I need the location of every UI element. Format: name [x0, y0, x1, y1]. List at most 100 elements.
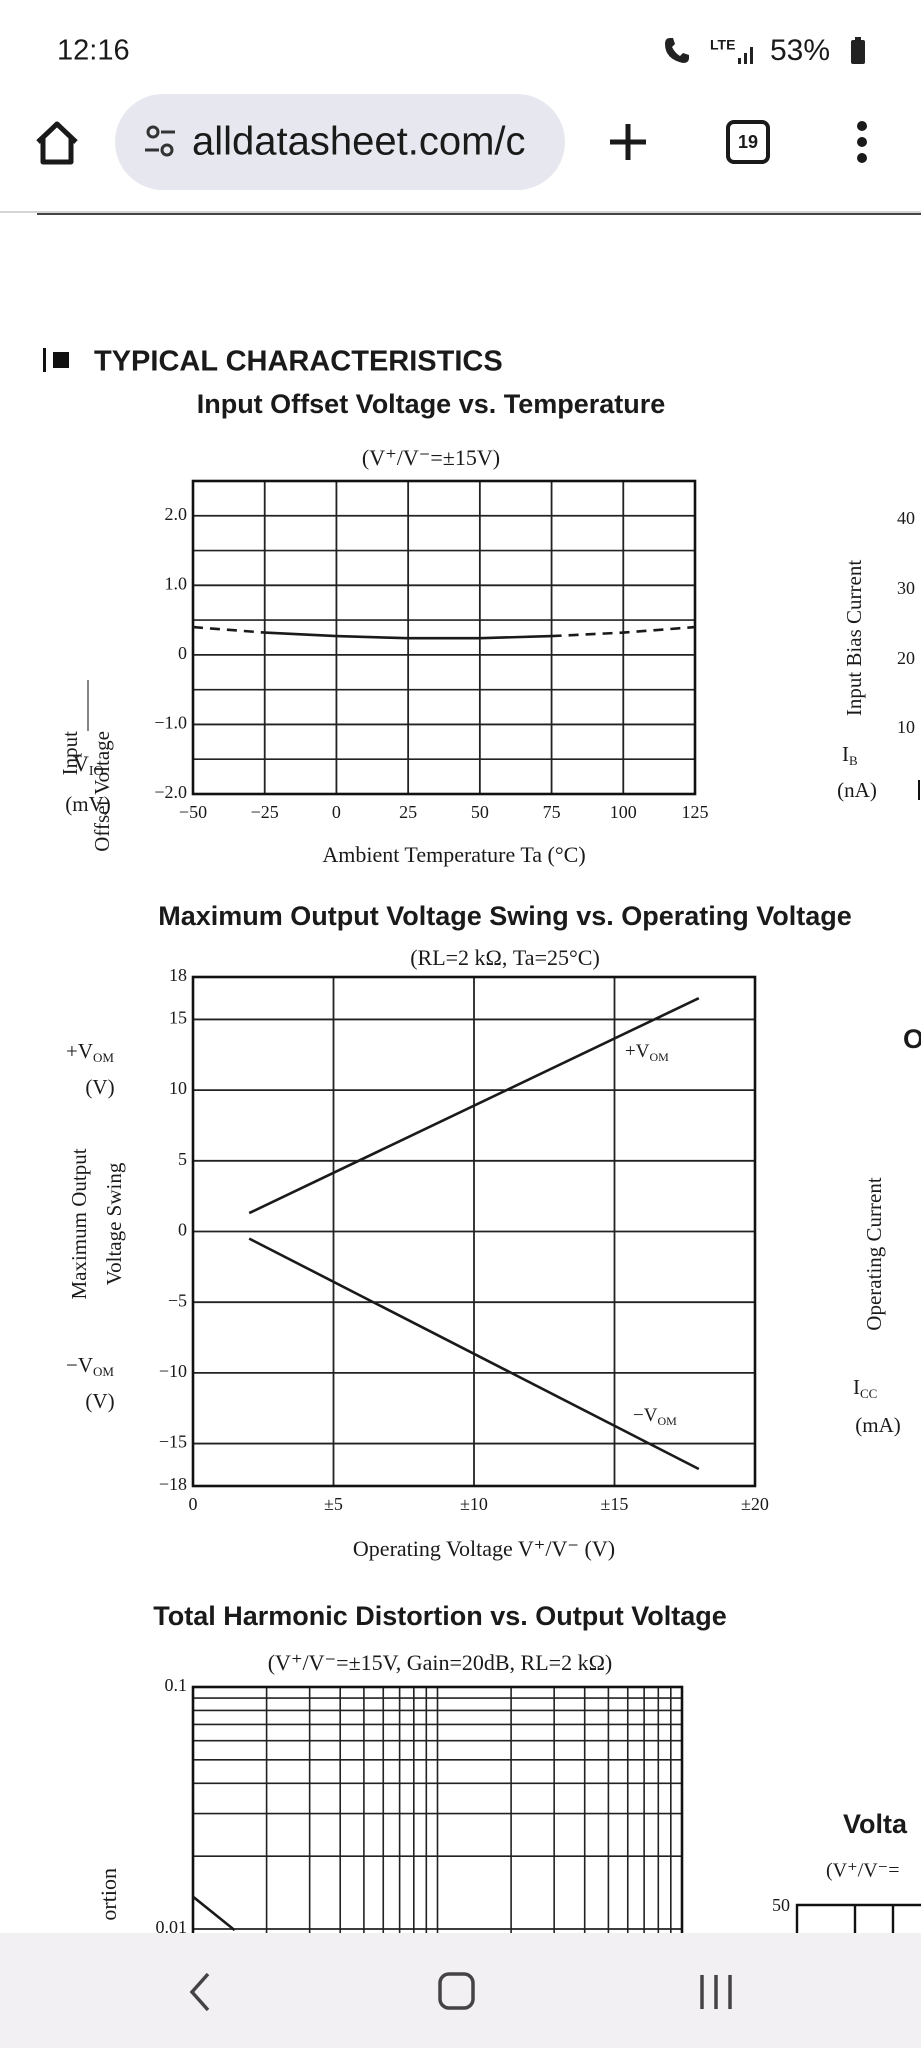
- clipped-content: Input Bias CurrentIB(nA)40302010OOperati…: [772, 508, 921, 1933]
- x-tick-label: ±5: [324, 1494, 343, 1514]
- status-icons: LTE: [665, 37, 865, 64]
- call-icon: [665, 38, 689, 63]
- plot-frame: [191, 479, 697, 796]
- battery-icon: [851, 40, 865, 64]
- y-tick-label: 2.0: [165, 504, 188, 524]
- nav-bar: [0, 1933, 921, 2048]
- clipped-axis-label: Operating Current: [862, 1177, 886, 1331]
- line-label: −VOM: [633, 1405, 677, 1427]
- home-nav-icon: [438, 1972, 475, 2010]
- x-tick-label: 125: [682, 802, 709, 822]
- x-tick-label: 0: [332, 802, 341, 822]
- clipped-axis-label: Input Bias Current: [842, 560, 866, 716]
- tab-switcher[interactable]: 19: [726, 120, 770, 164]
- data-line: [248, 997, 700, 1215]
- y-unit-symbol-sub: OM: [93, 1050, 114, 1065]
- x-tick-label: 75: [543, 802, 561, 822]
- y-tick-label: 0: [178, 1220, 187, 1240]
- address-bar[interactable]: alldatasheet.com/c: [115, 94, 565, 190]
- back-icon: [189, 1972, 210, 2012]
- y-axis-unit: (mV): [65, 792, 111, 816]
- y-axis-symbol-sub: IO: [89, 764, 104, 779]
- line-label-main: −V: [633, 1405, 658, 1426]
- y-tick-label: −10: [159, 1361, 187, 1381]
- section-title: TYPICAL CHARACTERISTICS: [94, 346, 503, 378]
- clipped-tick-label: 20: [897, 648, 915, 668]
- x-tick-label: 100: [610, 802, 637, 822]
- y-axis-label: Input: [58, 731, 82, 775]
- url-text: alldatasheet.com/c: [192, 120, 526, 164]
- clipped-frame: [795, 1903, 921, 1933]
- y-tick-label: −1.0: [154, 713, 187, 733]
- y-unit-symbol: −VOM: [66, 1353, 114, 1379]
- y-axis-label: Voltage Swing: [102, 1162, 126, 1285]
- x-tick-label: −50: [179, 802, 207, 822]
- clipped-tick-label: 40: [897, 508, 915, 528]
- x-axis-label: Operating Voltage V⁺/V⁻ (V): [353, 1536, 615, 1561]
- y-unit-symbol: +VOM: [66, 1039, 114, 1065]
- clipped-tick-label: 50: [772, 1895, 790, 1915]
- data-line: [192, 1895, 236, 1932]
- site-info-icon: [160, 143, 174, 157]
- home-nav-button[interactable]: [438, 1972, 475, 2010]
- menu-dot: [857, 153, 867, 163]
- chart-title: Maximum Output Voltage Swing vs. Operati…: [158, 901, 852, 931]
- clipped-unit: (nA): [837, 778, 877, 802]
- chart: Maximum Output Voltage Swing vs. Operati…: [66, 901, 852, 1561]
- data-line: [264, 631, 552, 640]
- clipped-title: Volta: [843, 1809, 908, 1839]
- clipped-subtitle: (V⁺/V⁻=: [826, 1860, 900, 1882]
- y-tick-label: 5: [178, 1149, 187, 1169]
- chart-subtitle: (V⁺/V⁻=±15V, Gain=20dB, RL=2 kΩ): [268, 1650, 613, 1675]
- y-tick-label: 0.01: [156, 1917, 188, 1937]
- x-tick-label: 50: [471, 802, 489, 822]
- recents-button[interactable]: [700, 1975, 732, 2009]
- clipped-symbol-main: I: [853, 1375, 860, 1399]
- x-axis-label: Ambient Temperature Ta (°C): [322, 842, 585, 867]
- tab-count: 19: [738, 132, 758, 152]
- y-axis-symbol-main: V: [73, 751, 89, 776]
- home-icon: [36, 121, 78, 165]
- chart: Input Offset Voltage vs. Temperature (V⁺/…: [58, 389, 709, 867]
- y-axis-label: ortion: [96, 1868, 121, 1921]
- y-tick-label: −2.0: [154, 782, 187, 802]
- y-tick-label: −15: [159, 1432, 187, 1452]
- line-label-sub: OM: [657, 1414, 677, 1428]
- y-unit-symbol-main: +V: [66, 1039, 93, 1063]
- y-axis-symbol: VIO: [73, 751, 104, 779]
- new-tab-button[interactable]: [610, 124, 646, 160]
- home-button[interactable]: [36, 121, 78, 165]
- x-tick-label: ±10: [460, 1494, 488, 1514]
- clipped-title: O: [903, 1024, 921, 1054]
- signal-bar: [738, 58, 741, 64]
- chart-subtitle: (V⁺/V⁻=±15V): [362, 445, 500, 470]
- y-tick-label: 15: [169, 1008, 187, 1028]
- y-tick-label: 10: [169, 1078, 187, 1098]
- signal-bar: [744, 53, 747, 64]
- y-unit-symbol-main: −V: [66, 1353, 93, 1377]
- url-clip: alldatasheet.com/c: [192, 120, 526, 164]
- data-line: [551, 625, 696, 638]
- url-pill: [115, 94, 565, 190]
- clipped-symbol-sub: CC: [860, 1386, 877, 1401]
- y-tick-label: 18: [169, 965, 187, 985]
- network-type: LTE: [710, 37, 735, 53]
- status-time: 12:16: [57, 35, 130, 67]
- battery-level: 53%: [770, 34, 830, 67]
- line-label-sub: OM: [649, 1050, 669, 1064]
- y-unit: (V): [85, 1075, 114, 1099]
- section-bar: [43, 348, 46, 372]
- back-button[interactable]: [189, 1972, 210, 2012]
- site-info-icon: [146, 125, 160, 139]
- chart-title: Input Offset Voltage vs. Temperature: [197, 389, 666, 419]
- menu-button[interactable]: [857, 121, 867, 163]
- y-tick-label: 1.0: [165, 573, 188, 593]
- y-unit-symbol-sub: OM: [93, 1364, 114, 1379]
- menu-dot: [857, 137, 867, 147]
- clipped-symbol: ICC: [853, 1375, 877, 1401]
- clipped-symbol-sub: B: [849, 753, 858, 768]
- line-label: +VOM: [625, 1041, 669, 1063]
